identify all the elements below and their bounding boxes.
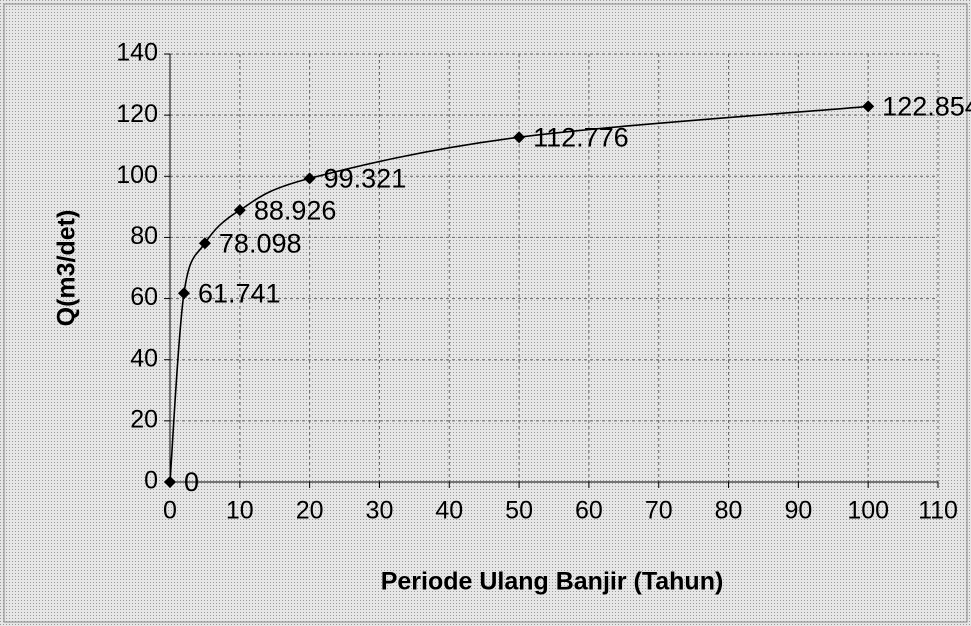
y-tick-label: 100: [116, 161, 158, 189]
marker: [513, 131, 526, 144]
data-label: 112.776: [533, 122, 629, 152]
x-tick-label: 30: [366, 497, 394, 525]
x-tick-label: 110: [918, 497, 958, 525]
y-tick-label: 40: [130, 344, 158, 372]
x-tick-label: 60: [575, 497, 603, 525]
y-tick-label: 80: [130, 222, 158, 250]
marker: [233, 204, 246, 217]
x-axis-title: Periode Ulang Banjir (Tahun): [381, 568, 724, 596]
x-tick-label: 90: [784, 497, 812, 525]
marker: [198, 237, 211, 250]
frame: [3, 3, 968, 623]
y-tick-label: 20: [130, 405, 158, 433]
y-tick-label: 0: [144, 467, 158, 495]
marker: [164, 476, 176, 488]
y-tick-label: 60: [130, 283, 158, 311]
y-tick-label: 120: [116, 100, 158, 128]
marker: [862, 100, 875, 113]
x-tick-label: 70: [645, 497, 673, 525]
x-tick-label: 50: [505, 497, 533, 525]
marker: [303, 172, 316, 185]
x-tick-label: 80: [715, 497, 743, 525]
data-label: 0: [184, 467, 199, 497]
line: [169, 105, 869, 483]
x-tick-label: 10: [226, 497, 254, 525]
x-tick-label: 0: [163, 497, 177, 525]
x-tick-label: 100: [847, 497, 889, 525]
data-label: 88.926: [254, 195, 337, 225]
y-tick-label: 140: [116, 39, 158, 67]
data-label: 78.098: [219, 228, 302, 258]
data-label: 61.741: [198, 278, 281, 308]
data-label: 122.854: [882, 92, 971, 122]
y-axis-title: Q(m3/det): [53, 210, 81, 327]
x-tick-label: 40: [435, 497, 463, 525]
marker: [177, 287, 190, 300]
x-tick-label: 20: [296, 497, 324, 525]
data-label: 99.321: [324, 163, 407, 193]
